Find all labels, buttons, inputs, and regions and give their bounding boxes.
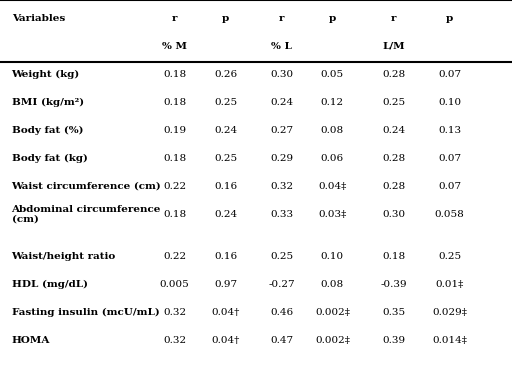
Text: 0.01‡: 0.01‡ [435, 280, 464, 289]
Text: Abdominal circumference
(cm): Abdominal circumference (cm) [12, 205, 161, 224]
Text: 0.07: 0.07 [438, 182, 461, 191]
Text: 0.04‡: 0.04‡ [318, 182, 347, 191]
Text: 0.32: 0.32 [163, 308, 186, 317]
Text: 0.24: 0.24 [382, 126, 405, 135]
Text: 0.10: 0.10 [438, 98, 461, 107]
Text: 0.27: 0.27 [270, 126, 293, 135]
Text: 0.13: 0.13 [438, 126, 461, 135]
Text: HOMA: HOMA [12, 336, 50, 345]
Text: Weight (kg): Weight (kg) [12, 70, 80, 79]
Text: 0.08: 0.08 [321, 280, 344, 289]
Text: 0.16: 0.16 [214, 182, 237, 191]
Text: 0.32: 0.32 [270, 182, 293, 191]
Text: 0.18: 0.18 [382, 252, 405, 261]
Text: 0.002‡: 0.002‡ [315, 308, 350, 317]
Text: 0.25: 0.25 [270, 252, 293, 261]
Text: Waist circumference (cm): Waist circumference (cm) [12, 182, 161, 191]
Text: Fasting insulin (mcU/mL): Fasting insulin (mcU/mL) [12, 308, 159, 317]
Text: 0.18: 0.18 [163, 70, 186, 79]
Text: r: r [172, 14, 177, 23]
Text: Waist/height ratio: Waist/height ratio [12, 252, 116, 261]
Text: p: p [329, 14, 336, 23]
Text: % L: % L [271, 42, 292, 51]
Text: 0.07: 0.07 [438, 154, 461, 163]
Text: 0.28: 0.28 [382, 70, 405, 79]
Text: -0.39: -0.39 [380, 280, 407, 289]
Text: 0.25: 0.25 [382, 98, 405, 107]
Text: 0.16: 0.16 [214, 252, 237, 261]
Text: 0.25: 0.25 [214, 154, 237, 163]
Text: 0.33: 0.33 [270, 210, 293, 219]
Text: 0.19: 0.19 [163, 126, 186, 135]
Text: 0.39: 0.39 [382, 336, 405, 345]
Text: L/M: L/M [382, 42, 405, 51]
Text: 0.03‡: 0.03‡ [318, 210, 347, 219]
Text: BMI (kg/m²): BMI (kg/m²) [12, 98, 83, 107]
Text: Body fat (%): Body fat (%) [12, 126, 83, 135]
Text: p: p [446, 14, 453, 23]
Text: 0.18: 0.18 [163, 98, 186, 107]
Text: 0.04†: 0.04† [211, 336, 240, 345]
Text: 0.12: 0.12 [321, 98, 344, 107]
Text: 0.05: 0.05 [321, 70, 344, 79]
Text: 0.029‡: 0.029‡ [432, 308, 467, 317]
Text: 0.29: 0.29 [270, 154, 293, 163]
Text: 0.10: 0.10 [321, 252, 344, 261]
Text: 0.058: 0.058 [435, 210, 464, 219]
Text: 0.18: 0.18 [163, 210, 186, 219]
Text: % M: % M [162, 42, 187, 51]
Text: Body fat (kg): Body fat (kg) [12, 154, 88, 163]
Text: r: r [391, 14, 396, 23]
Text: 0.014‡: 0.014‡ [432, 336, 467, 345]
Text: Variables: Variables [12, 14, 65, 23]
Text: -0.27: -0.27 [268, 280, 295, 289]
Text: 0.07: 0.07 [438, 70, 461, 79]
Text: 0.30: 0.30 [382, 210, 405, 219]
Text: 0.32: 0.32 [163, 336, 186, 345]
Text: 0.22: 0.22 [163, 252, 186, 261]
Text: 0.25: 0.25 [214, 98, 237, 107]
Text: 0.30: 0.30 [270, 70, 293, 79]
Text: p: p [222, 14, 229, 23]
Text: r: r [279, 14, 284, 23]
Text: 0.24: 0.24 [214, 210, 237, 219]
Text: 0.24: 0.24 [214, 126, 237, 135]
Text: 0.22: 0.22 [163, 182, 186, 191]
Text: 0.26: 0.26 [214, 70, 237, 79]
Text: 0.08: 0.08 [321, 126, 344, 135]
Text: 0.46: 0.46 [270, 308, 293, 317]
Text: 0.002‡: 0.002‡ [315, 336, 350, 345]
Text: 0.06: 0.06 [321, 154, 344, 163]
Text: 0.18: 0.18 [163, 154, 186, 163]
Text: 0.97: 0.97 [214, 280, 237, 289]
Text: 0.28: 0.28 [382, 182, 405, 191]
Text: 0.04†: 0.04† [211, 308, 240, 317]
Text: 0.28: 0.28 [382, 154, 405, 163]
Text: 0.35: 0.35 [382, 308, 405, 317]
Text: 0.47: 0.47 [270, 336, 293, 345]
Text: HDL (mg/dL): HDL (mg/dL) [12, 280, 88, 289]
Text: 0.24: 0.24 [270, 98, 293, 107]
Text: 0.25: 0.25 [438, 252, 461, 261]
Text: 0.005: 0.005 [160, 280, 189, 289]
